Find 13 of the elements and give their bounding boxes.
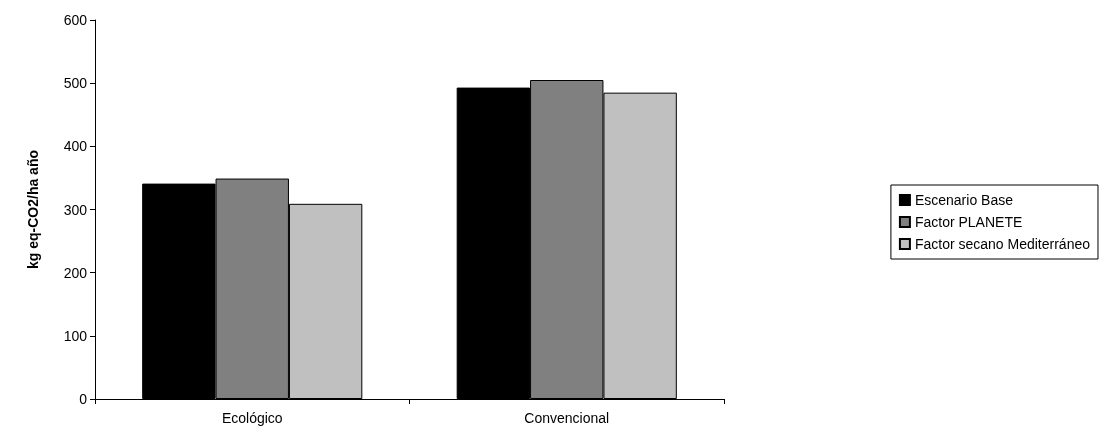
y-tick-label: 600 [63, 12, 88, 28]
legend-label: Factor secano Mediterráneo [914, 236, 1091, 252]
y-tick-label: 100 [63, 327, 88, 344]
y-tick-label: 300 [63, 201, 88, 218]
x-tick-label: Convencional [524, 410, 610, 426]
x-tick-label: Ecológico [221, 410, 283, 426]
y-axis-title: kg eq-CO2/ha año [25, 149, 41, 270]
legend-label: Escenario Base [914, 192, 1014, 208]
y-tick-label: 500 [63, 75, 88, 92]
y-tick-label: 200 [63, 264, 88, 281]
y-tick-label: 400 [63, 138, 88, 155]
y-tick-label: 0 [79, 391, 88, 407]
legend-label: Factor PLANETE [914, 214, 1023, 230]
